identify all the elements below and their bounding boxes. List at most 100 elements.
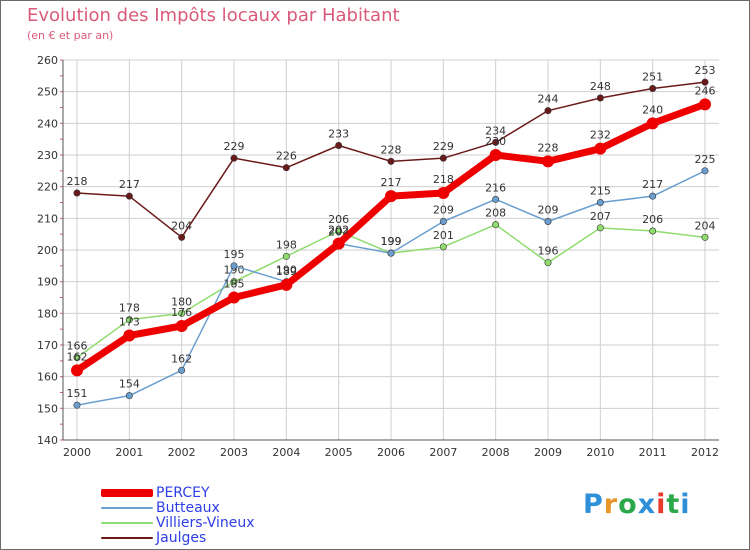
legend-swatch-butteaux <box>101 506 153 509</box>
data-point-villiers-vineux <box>125 316 133 324</box>
data-label-percey: 217 <box>381 176 402 189</box>
data-point-villiers-vineux <box>596 224 604 232</box>
data-point-jaulges <box>335 142 343 150</box>
data-point-villiers-vineux <box>439 243 447 251</box>
x-tick-label: 2002 <box>168 446 196 459</box>
data-point-percey <box>123 329 136 342</box>
x-tick-label: 2011 <box>639 446 667 459</box>
y-tick-label: 210 <box>37 212 58 225</box>
data-point-percey <box>489 149 502 161</box>
data-label-butteaux: 216 <box>485 181 506 194</box>
data-label-jaulges: 218 <box>67 175 88 188</box>
x-tick-label: 2005 <box>325 446 353 459</box>
data-label-villiers-vineux: 199 <box>381 235 402 248</box>
data-point-jaulges <box>492 138 500 146</box>
data-label-jaulges: 228 <box>381 143 402 156</box>
data-label-butteaux: 190 <box>276 264 297 277</box>
x-tick-label: 2009 <box>534 446 562 459</box>
data-label-percey: 185 <box>224 278 245 291</box>
x-tick-label: 2007 <box>429 446 457 459</box>
y-tick-label: 230 <box>37 149 58 162</box>
data-label-percey: 176 <box>171 306 192 319</box>
data-point-butteaux <box>596 199 604 207</box>
data-label-jaulges: 251 <box>642 71 663 84</box>
data-label-jaulges: 229 <box>224 140 245 153</box>
data-point-percey <box>542 155 554 168</box>
legend-item-jaulges: Jaulges <box>101 530 255 545</box>
y-tick-label: 170 <box>37 339 58 352</box>
data-point-jaulges <box>178 233 186 241</box>
data-point-butteaux <box>230 262 238 270</box>
data-point-villiers-vineux <box>492 221 500 229</box>
data-label-percey: 173 <box>119 316 140 329</box>
data-label-percey: 162 <box>67 350 88 363</box>
data-label-jaulges: 234 <box>485 124 506 137</box>
data-label-butteaux: 209 <box>433 204 454 217</box>
data-label-villiers-vineux: 206 <box>642 213 663 226</box>
logo-letter: r <box>603 489 619 520</box>
legend-label-percey: PERCEY <box>156 484 210 501</box>
data-label-butteaux: 151 <box>67 387 88 400</box>
y-tick-label: 220 <box>37 181 58 194</box>
data-point-jaulges <box>73 189 81 197</box>
data-point-butteaux <box>125 392 133 400</box>
data-point-jaulges <box>230 154 238 162</box>
data-label-percey: 246 <box>695 84 716 97</box>
data-label-jaulges: 253 <box>695 64 716 77</box>
data-point-villiers-vineux <box>649 227 657 235</box>
y-tick-label: 260 <box>37 54 58 67</box>
data-label-butteaux: 225 <box>695 153 716 166</box>
legend-swatch-jaulges <box>101 536 153 539</box>
legend-label-jaulges: Jaulges <box>156 529 207 546</box>
logo-letter: i <box>680 489 691 520</box>
logo-letter: P <box>583 489 604 520</box>
data-point-percey <box>228 291 240 304</box>
data-label-villiers-vineux: 201 <box>433 229 454 242</box>
x-tick-label: 2008 <box>482 446 510 459</box>
proxiti-logo: Proxiti <box>583 489 691 520</box>
x-tick-label: 2012 <box>691 446 719 459</box>
data-point-jaulges <box>125 192 133 200</box>
data-label-villiers-vineux: 178 <box>119 302 140 315</box>
data-point-villiers-vineux <box>230 278 238 286</box>
data-label-villiers-vineux: 166 <box>67 340 88 353</box>
data-label-jaulges: 248 <box>590 80 611 93</box>
data-point-jaulges <box>649 85 657 93</box>
data-point-butteaux <box>387 249 395 257</box>
data-label-jaulges: 233 <box>328 128 349 141</box>
data-point-percey <box>175 320 188 332</box>
data-label-butteaux: 215 <box>590 185 611 198</box>
data-point-butteaux <box>492 195 500 203</box>
data-point-butteaux <box>701 167 709 175</box>
y-tick-label: 140 <box>37 434 58 447</box>
legend: PERCEY Butteaux Villiers-Vineux Jaulges <box>101 485 255 545</box>
data-point-butteaux <box>178 366 186 374</box>
y-tick-label: 250 <box>37 86 58 99</box>
logo-letter: x <box>637 489 657 520</box>
x-tick-label: 2006 <box>377 446 405 459</box>
data-point-villiers-vineux <box>178 309 186 317</box>
data-point-villiers-vineux <box>335 227 343 235</box>
y-tick-label: 160 <box>37 371 58 384</box>
data-point-butteaux <box>73 401 81 409</box>
data-point-jaulges <box>439 154 447 162</box>
data-point-percey <box>437 187 450 199</box>
chart-subtitle: (en € et par an) <box>27 29 114 42</box>
data-point-percey <box>280 278 293 291</box>
data-label-percey: 189 <box>276 265 297 278</box>
data-label-butteaux: 154 <box>119 378 140 391</box>
data-label-butteaux: 199 <box>381 235 402 248</box>
data-label-jaulges: 229 <box>433 140 454 153</box>
data-label-villiers-vineux: 208 <box>485 207 506 220</box>
data-point-jaulges <box>544 107 552 115</box>
data-point-villiers-vineux <box>282 252 290 260</box>
legend-item-villiers-vineux: Villiers-Vineux <box>101 515 255 530</box>
data-label-butteaux: 162 <box>171 352 192 365</box>
data-label-percey: 240 <box>642 103 663 116</box>
data-label-percey: 202 <box>328 224 349 237</box>
x-tick-label: 2010 <box>586 446 614 459</box>
y-tick-label: 240 <box>37 117 58 130</box>
data-point-villiers-vineux <box>701 233 709 241</box>
